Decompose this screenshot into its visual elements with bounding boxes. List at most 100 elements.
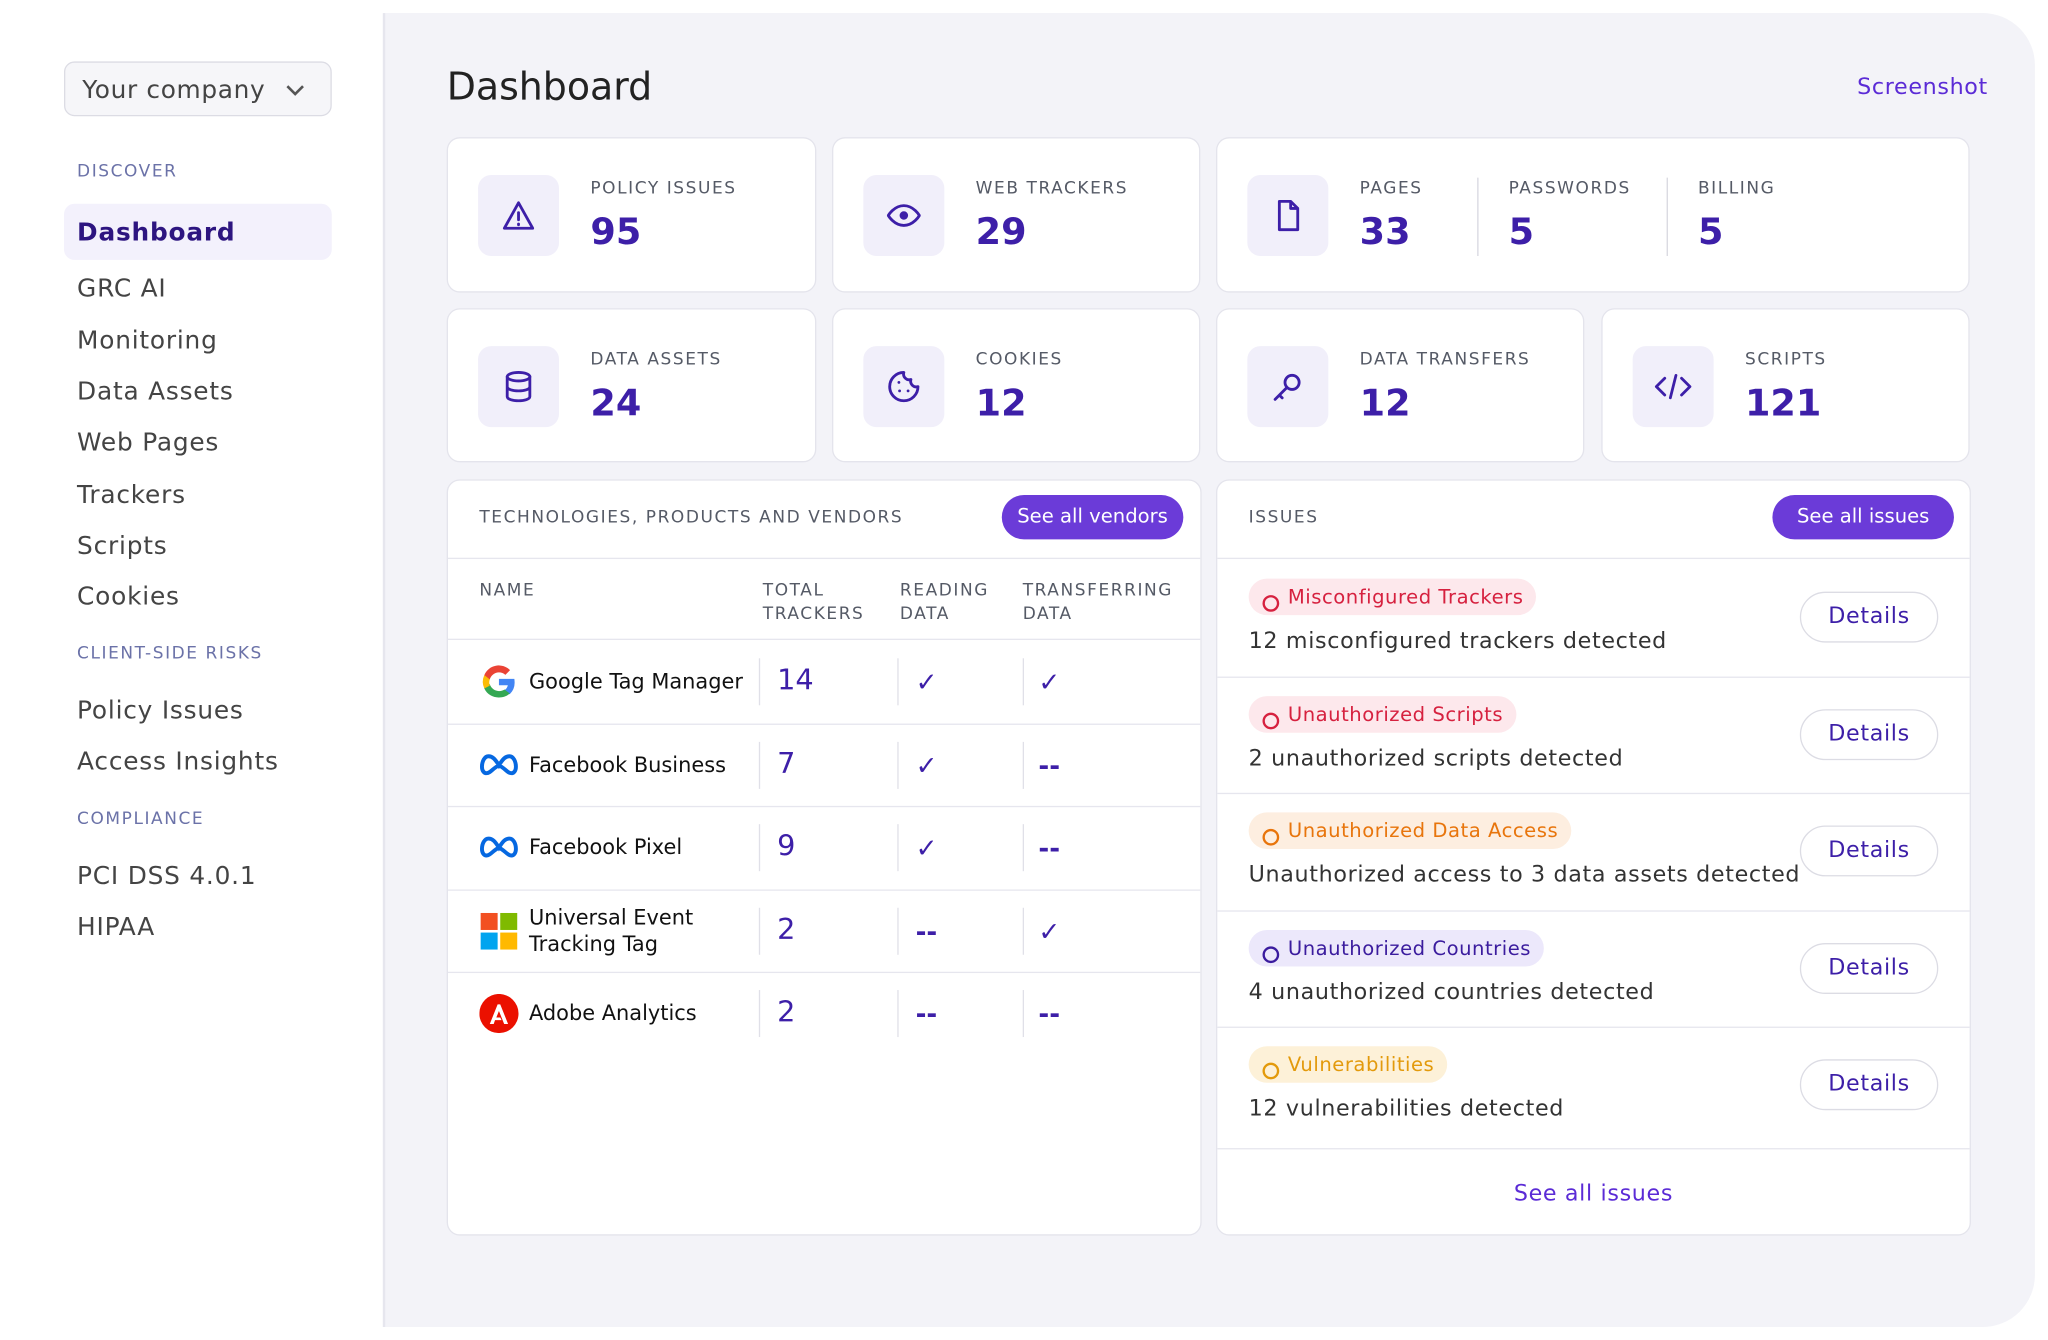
metric-divider: [1666, 177, 1668, 256]
nav-item[interactable]: GRC AI: [77, 274, 167, 304]
vendor-cell: --: [1038, 831, 1061, 864]
cell-divider: [897, 658, 899, 706]
cell-divider: [897, 824, 899, 872]
cell-divider: [758, 741, 761, 789]
issue-badge: Vulnerabilities: [1248, 1046, 1448, 1084]
vendor-name[interactable]: Adobe Analytics: [528, 1000, 697, 1026]
stat-icon-svg: [1273, 373, 1301, 401]
stat-icon-svg: [1277, 199, 1300, 232]
stat-icon-svg: [886, 204, 921, 227]
divider: [1217, 557, 1970, 560]
divider: [1217, 1148, 1970, 1150]
badge-icon: [1262, 705, 1280, 729]
vendor-logo: [479, 745, 518, 784]
badge-icon-svg: [1262, 712, 1280, 729]
stat-card: COOKIES 12: [831, 308, 1201, 463]
stat-card: SCRIPTS 121: [1601, 308, 1970, 463]
nav-item[interactable]: Cookies: [77, 582, 180, 612]
nav-item[interactable]: Data Assets: [77, 377, 234, 407]
nav-item[interactable]: Monitoring: [77, 325, 218, 355]
details-button[interactable]: Details: [1799, 825, 1939, 877]
stat-label: DATA TRANSFERS: [1359, 350, 1531, 370]
nav-item[interactable]: Dashboard: [77, 218, 236, 247]
details-button[interactable]: Details: [1799, 1059, 1939, 1111]
vendor-name[interactable]: Universal Event Tracking Tag: [528, 904, 694, 956]
vendor-cell: 14: [777, 664, 814, 698]
cell-divider: [897, 907, 899, 955]
stat-value: 5: [1508, 210, 1535, 254]
stat-label: DATA ASSETS: [590, 350, 722, 370]
see-all-vendors-button[interactable]: See all vendors: [1001, 495, 1184, 540]
row-divider: [447, 971, 1201, 974]
vendor-cell: 7: [777, 747, 796, 781]
screenshot-link[interactable]: Screenshot: [1857, 74, 1988, 101]
cell-divider: [1022, 658, 1024, 706]
cell-divider: [1022, 907, 1024, 955]
stat-label: POLICY ISSUES: [590, 178, 737, 199]
issue-badge: Unauthorized Countries: [1248, 929, 1545, 967]
stat-card: WEB TRACKERS 29: [831, 137, 1201, 293]
panel-title: TECHNOLOGIES, PRODUCTS AND VENDORS: [479, 508, 904, 528]
nav-item[interactable]: HIPAA: [77, 913, 155, 943]
badge-icon: [1262, 1056, 1280, 1080]
details-button[interactable]: Details: [1799, 942, 1939, 994]
cell-divider: [897, 741, 899, 789]
stat-value: 24: [590, 381, 642, 425]
stat-icon: [478, 175, 560, 256]
nav-item[interactable]: Policy Issues: [77, 696, 244, 725]
see-all-issues-link[interactable]: See all issues: [1513, 1180, 1674, 1207]
nav-active-bg: [63, 203, 332, 260]
stat-label: SCRIPTS: [1744, 350, 1827, 370]
row-divider: [447, 805, 1201, 808]
details-button[interactable]: Details: [1799, 708, 1939, 760]
issue-badge: Unauthorized Scripts: [1248, 695, 1517, 733]
vendor-name[interactable]: Facebook Business: [528, 751, 726, 777]
section-heading: CLIENT-SIDE RISKS: [77, 643, 263, 664]
row-divider: [1217, 676, 1970, 678]
stat-card: PAGES 33 PASSWORDS 5 BILLING 5: [1215, 137, 1970, 293]
vendor-name[interactable]: Facebook Pixel: [528, 834, 683, 860]
vendor-cell: --: [1038, 749, 1061, 781]
nav-item[interactable]: Scripts: [77, 531, 168, 561]
stat-icon: [478, 346, 560, 428]
vendor-cell: ✓: [1038, 666, 1061, 698]
column-header: TRANSFERRING DATA: [1022, 581, 1174, 625]
nav-item[interactable]: Trackers: [77, 479, 186, 509]
row-divider: [1217, 1027, 1970, 1029]
badge-icon-svg: [1262, 946, 1280, 963]
vendor-logo: [479, 911, 518, 950]
vendor-cell: ✓: [1038, 914, 1061, 947]
stat-label: COOKIES: [975, 350, 1063, 370]
stat-icon: [863, 175, 945, 256]
stat-value: 33: [1359, 210, 1411, 254]
vendor-name[interactable]: Google Tag Manager: [528, 668, 743, 694]
stat-label: PAGES: [1359, 178, 1423, 199]
stat-icon: [1247, 346, 1329, 428]
column-header: NAME: [479, 581, 536, 601]
divider: [447, 638, 1201, 640]
vendor-cell: ✓: [915, 666, 938, 698]
vendor-logo-svg: [479, 993, 519, 1034]
vendor-cell: ✓: [915, 831, 938, 864]
stat-value: 121: [1744, 381, 1822, 425]
row-divider: [1217, 910, 1970, 912]
row-divider: [447, 722, 1201, 725]
vendor-cell: ✓: [915, 749, 938, 781]
cell-divider: [758, 824, 761, 872]
company-select[interactable]: Your company: [63, 61, 332, 117]
see-all-issues-button[interactable]: See all issues: [1772, 495, 1954, 540]
vendor-cell: 2: [777, 996, 796, 1030]
stat-label: WEB TRACKERS: [975, 178, 1129, 199]
details-button[interactable]: Details: [1799, 591, 1939, 643]
stat-icon: [1247, 175, 1329, 256]
vendor-logo-svg: [479, 753, 518, 775]
vendor-cell: --: [1038, 997, 1061, 1030]
stat-icon-svg: [502, 201, 535, 230]
stat-icon-svg: [888, 371, 920, 403]
stat-card: DATA ASSETS 24: [446, 308, 817, 463]
nav-item[interactable]: Web Pages: [77, 428, 220, 458]
stat-icon-svg: [1654, 374, 1692, 400]
nav-item[interactable]: PCI DSS 4.0.1: [77, 862, 257, 891]
nav-item[interactable]: Access Insights: [77, 747, 279, 777]
issue-badge: Misconfigured Trackers: [1248, 578, 1537, 616]
